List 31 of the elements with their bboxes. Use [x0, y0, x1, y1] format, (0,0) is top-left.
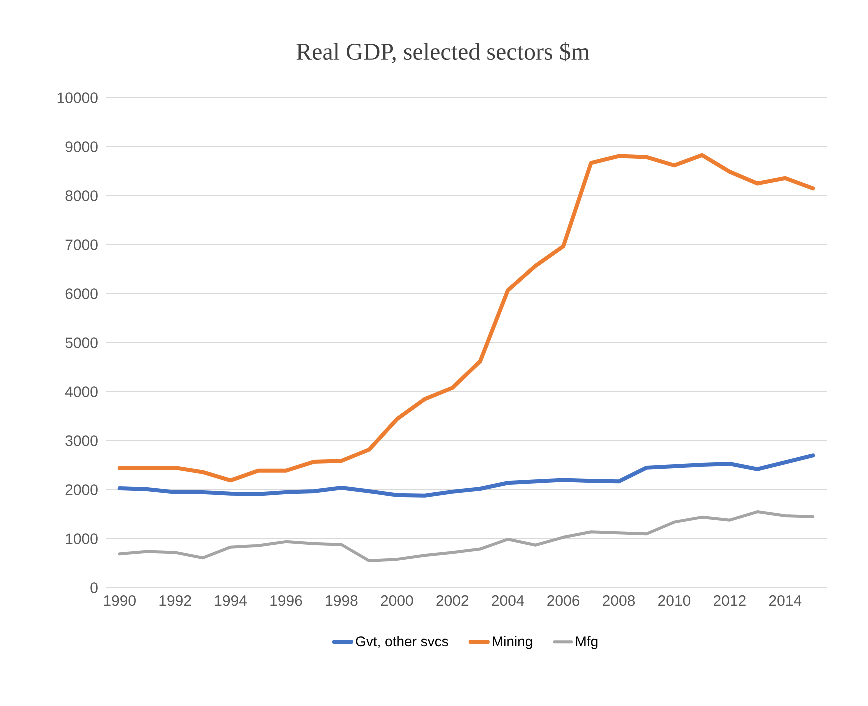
x-tick-label: 1996 — [270, 596, 302, 606]
y-tick-label: 4000 — [65, 386, 98, 398]
legend-label: Mfg — [576, 636, 598, 650]
x-tick-label: 2002 — [436, 596, 469, 606]
x-tick-label: 2012 — [714, 596, 746, 606]
y-tick-label: 6000 — [66, 288, 98, 300]
x-tick-label: 2014 — [769, 596, 802, 606]
x-tick-label: 2010 — [658, 596, 691, 606]
y-tick-label: 3000 — [66, 436, 98, 446]
y-tick-label: 2000 — [66, 484, 98, 496]
line-series — [118, 454, 816, 498]
y-tick-label: 0 — [90, 582, 98, 594]
legend-label: Gvt, other svcs — [356, 636, 448, 648]
y-tick-label: 5000 — [66, 338, 98, 348]
y-tick-label: 1000 — [66, 534, 98, 544]
x-tick-label: 1998 — [326, 596, 358, 606]
line-series — [118, 153, 816, 483]
line-series — [118, 510, 815, 563]
y-tick-label: 9000 — [66, 142, 98, 152]
x-tick-label: 2008 — [603, 596, 636, 606]
legend-label: Mining — [493, 636, 532, 650]
x-tick-label: 2004 — [492, 596, 524, 606]
y-tick-label: 8000 — [66, 190, 98, 202]
x-tick-label: 2000 — [381, 596, 414, 606]
y-tick-label: 7000 — [66, 240, 98, 250]
x-tick-label: 1992 — [160, 596, 192, 606]
x-tick-label: 2006 — [548, 596, 580, 606]
chart-title: Real GDP, selected sectors $m — [296, 42, 590, 64]
y-tick-label: 10000 — [58, 92, 98, 104]
x-tick-label: 1990 — [104, 596, 136, 606]
x-tick-label: 1994 — [215, 596, 248, 606]
